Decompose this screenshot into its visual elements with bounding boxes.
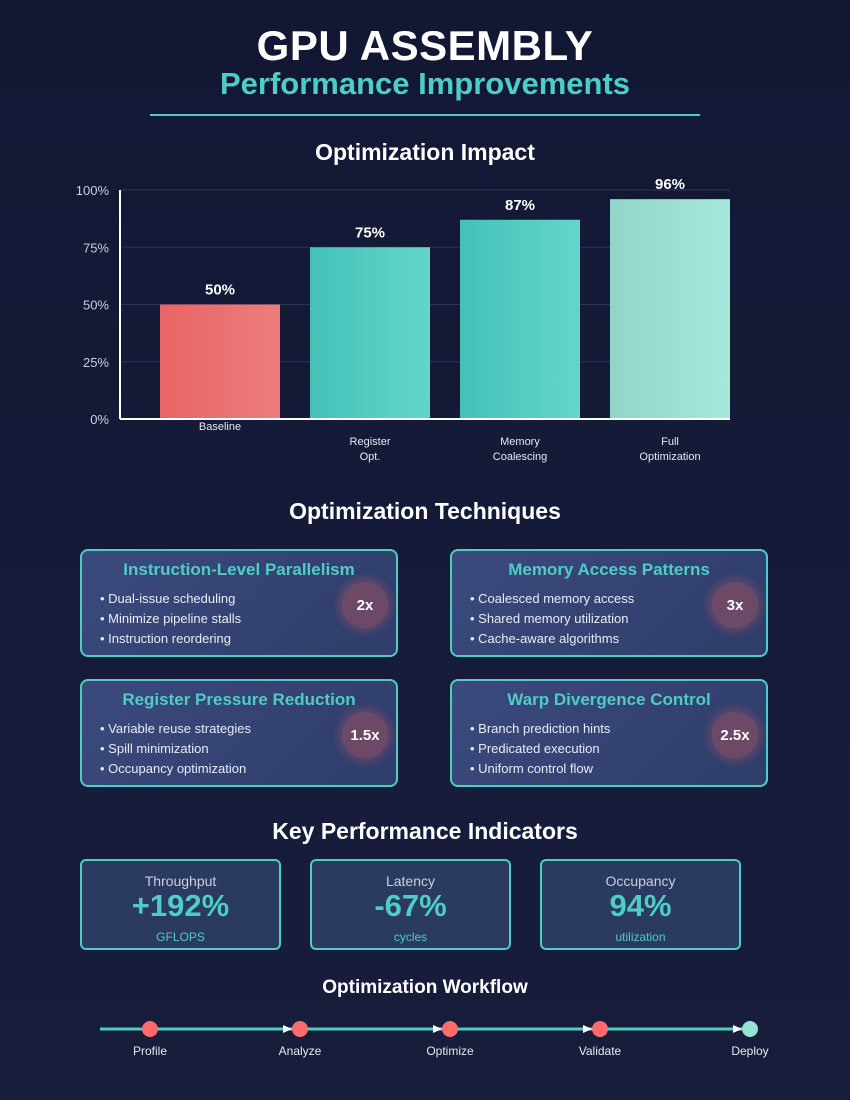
- technique-card-ilp: Instruction-Level Parallelism • Dual-iss…: [80, 549, 398, 657]
- list-item: • Cache-aware algorithms: [470, 631, 620, 646]
- workflow-title: Optimization Workflow: [322, 977, 528, 998]
- chart-title: Optimization Impact: [315, 139, 535, 165]
- workflow-step-dot: [142, 1021, 158, 1037]
- data-label: 96%: [655, 176, 685, 193]
- workflow-step-dot: [592, 1021, 608, 1037]
- x-tick-label: Full Optimization: [639, 436, 700, 463]
- speedup-badge: 3x: [712, 582, 758, 628]
- kpi-label: Occupancy: [605, 873, 676, 889]
- kpi-label: Throughput: [144, 873, 217, 889]
- workflow-step-label: Profile: [133, 1044, 167, 1058]
- bar: [460, 219, 580, 419]
- list-item: • Variable reuse strategies: [100, 721, 252, 736]
- workflow-diagram: Profile Analyze Optimize Validate Deploy: [100, 1021, 769, 1058]
- arrow-icon: [583, 1025, 592, 1033]
- card-list: • Coalesced memory access • Shared memor…: [470, 589, 634, 649]
- data-label: 50%: [205, 282, 235, 299]
- kpi-unit: cycles: [393, 930, 428, 944]
- card-list: • Branch prediction hints • Predicated e…: [470, 719, 610, 779]
- kpi-unit: utilization: [615, 930, 666, 944]
- bar: [310, 247, 430, 419]
- kpi-value: 94%: [609, 888, 672, 923]
- y-tick-label: 50%: [83, 298, 109, 313]
- list-item: • Minimize pipeline stalls: [100, 611, 242, 626]
- list-item: • Uniform control flow: [470, 761, 594, 776]
- kpi-value: +192%: [131, 888, 230, 923]
- techniques-title: Optimization Techniques: [289, 498, 561, 524]
- data-label: 75%: [355, 224, 385, 241]
- data-label: 87%: [505, 197, 535, 214]
- bar: [610, 199, 730, 419]
- speedup-badge: 1.5x: [342, 712, 388, 758]
- workflow-step-dot: [292, 1021, 308, 1037]
- speedup-badge: 2.5x: [712, 712, 758, 758]
- speedup-badge: 2x: [342, 582, 388, 628]
- technique-card-memory: Memory Access Patterns • Coalesced memor…: [450, 549, 768, 657]
- workflow-step-dot: [442, 1021, 458, 1037]
- workflow-step-label: Validate: [579, 1044, 622, 1058]
- arrow-icon: [733, 1025, 742, 1033]
- x-tick-label: Memory Coalescing: [493, 436, 547, 463]
- card-title: Register Pressure Reduction: [122, 690, 356, 709]
- list-item: • Coalesced memory access: [470, 591, 635, 606]
- card-title: Warp Divergence Control: [507, 690, 711, 709]
- page-title: GPU ASSEMBLY: [256, 22, 594, 69]
- card-title: Memory Access Patterns: [508, 560, 710, 579]
- y-tick-label: 0%: [90, 412, 109, 427]
- workflow-step-dot: [742, 1021, 758, 1037]
- list-item: • Spill minimization: [100, 741, 209, 756]
- card-title: Instruction-Level Parallelism: [123, 560, 355, 579]
- x-tick-label: Register Opt.: [350, 436, 391, 463]
- workflow-step-label: Analyze: [279, 1044, 322, 1058]
- title-divider: [150, 114, 700, 116]
- bar: [160, 304, 280, 419]
- kpi-label: Latency: [385, 873, 436, 889]
- list-item: • Shared memory utilization: [470, 611, 629, 626]
- arrow-icon: [283, 1025, 292, 1033]
- list-item: • Occupancy optimization: [100, 761, 247, 776]
- list-item: • Instruction reordering: [100, 631, 232, 646]
- kpi-card-occupancy: Occupancy 94% utilization: [540, 859, 741, 950]
- workflow-step-label: Deploy: [731, 1044, 768, 1058]
- list-item: • Dual-issue scheduling: [100, 591, 236, 606]
- kpi-value: -67%: [374, 888, 447, 923]
- technique-card-warp: Warp Divergence Control • Branch predict…: [450, 679, 768, 787]
- y-tick-label: 25%: [83, 355, 109, 370]
- bar-chart: 0% 25% 50% 75% 100% 50% Baseline 75% Register Opt…: [76, 176, 730, 463]
- page-subtitle: Performance Improvements: [219, 66, 631, 101]
- arrow-icon: [433, 1025, 442, 1033]
- y-tick-label: 75%: [83, 240, 109, 255]
- card-list: • Variable reuse strategies • Spill mini…: [100, 719, 251, 779]
- list-item: • Predicated execution: [470, 741, 600, 756]
- technique-card-register: Register Pressure Reduction • Variable r…: [80, 679, 398, 787]
- card-list: • Dual-issue scheduling • Minimize pipel…: [100, 589, 241, 649]
- kpi-title: Key Performance Indicators: [272, 818, 578, 844]
- y-tick-label: 100%: [76, 183, 110, 198]
- kpi-card-throughput: Throughput +192% GFLOPS: [80, 859, 281, 950]
- kpi-unit: GFLOPS: [156, 930, 205, 944]
- x-tick-label: Baseline: [199, 421, 241, 433]
- list-item: • Branch prediction hints: [470, 721, 611, 736]
- workflow-step-label: Optimize: [426, 1044, 474, 1058]
- kpi-card-latency: Latency -67% cycles: [310, 859, 511, 950]
